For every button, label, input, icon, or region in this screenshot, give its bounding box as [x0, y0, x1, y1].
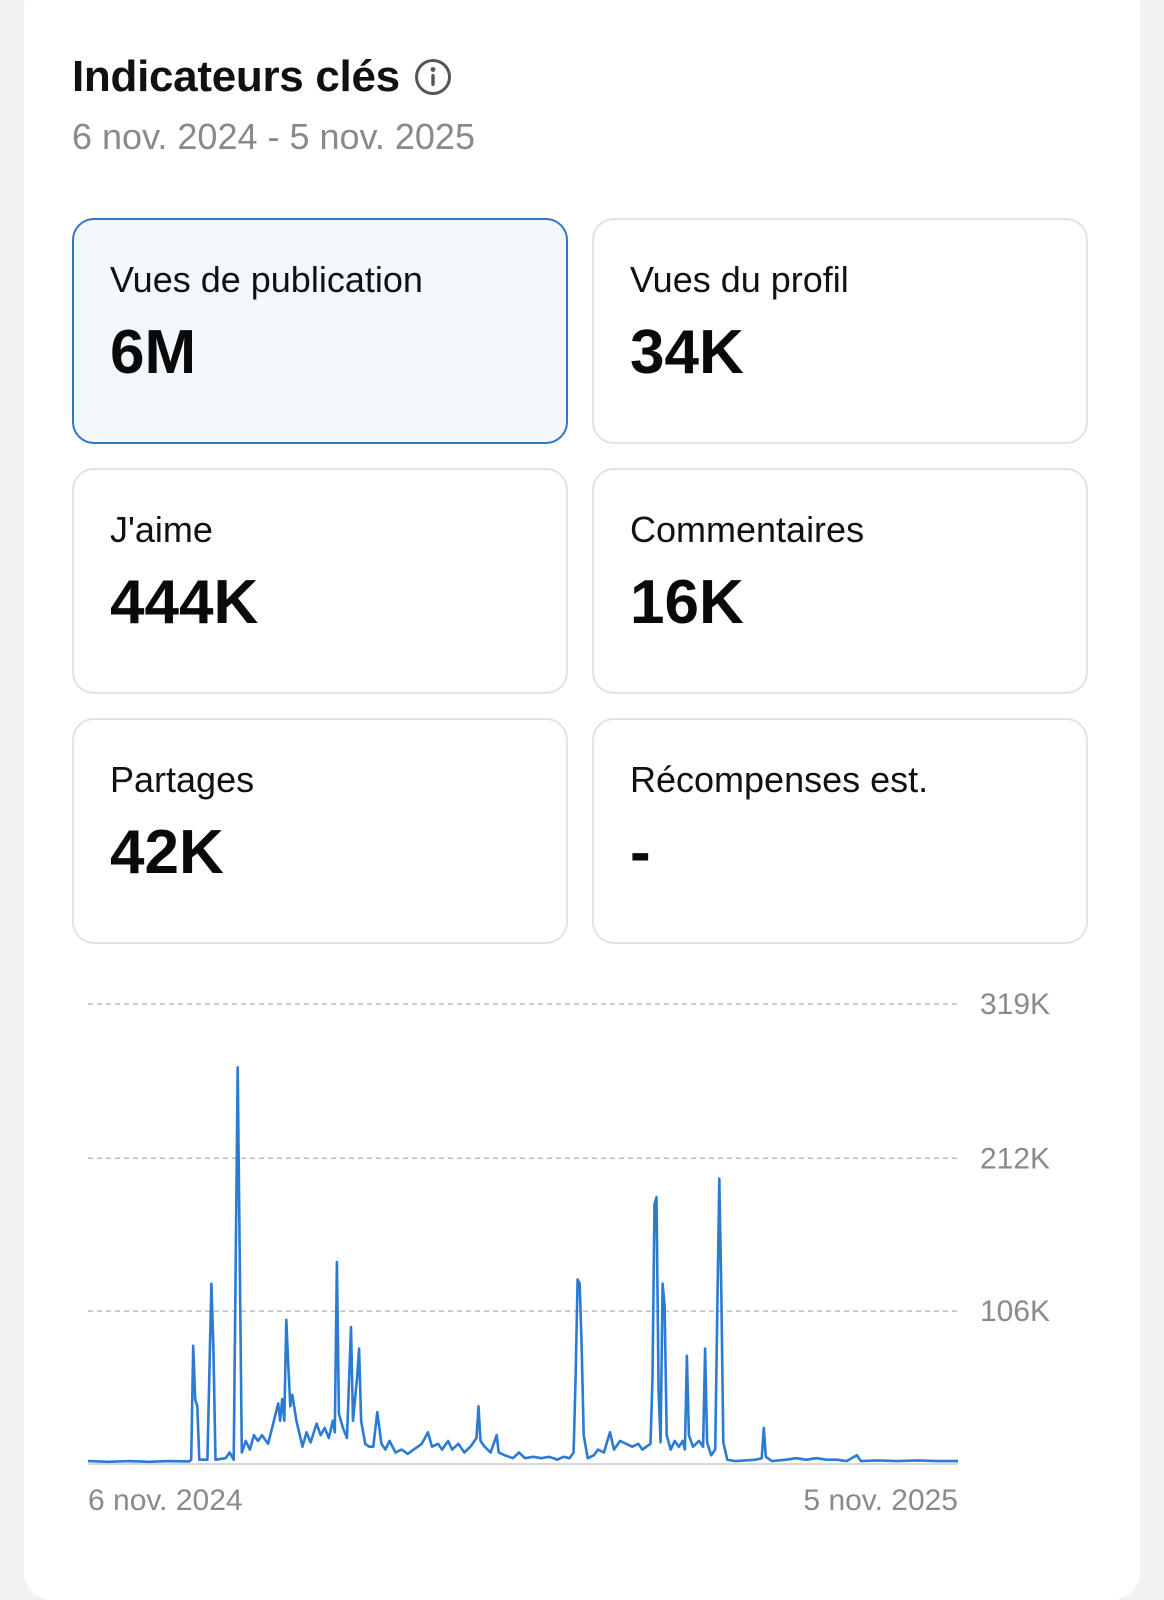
info-circle-icon[interactable] [414, 58, 452, 96]
y-tick-label: 319K [980, 990, 1050, 1021]
metric-value: 34K [630, 318, 744, 387]
date-range: 6 nov. 2024 - 5 nov. 2025 [72, 116, 475, 157]
metric-label: Vues de publication [110, 259, 423, 300]
metrics-grid: Vues de publication 6M Vues du profil 34… [72, 218, 1088, 944]
post-views-series-line [87, 1066, 958, 1464]
metric-tile-profile-views[interactable]: Vues du profil 34K [592, 218, 1088, 444]
metric-value: - [630, 818, 651, 887]
metric-label: J'aime [110, 509, 213, 550]
metric-tile-comments[interactable]: Commentaires 16K [592, 468, 1088, 694]
x-start-label: 6 nov. 2024 [88, 1484, 243, 1517]
metric-label: Vues du profil [630, 259, 849, 300]
metric-value: 42K [110, 818, 224, 887]
metric-value: 444K [110, 568, 259, 637]
metric-value: 16K [630, 568, 744, 637]
post-views-chart: 319K 212K 106K 6 nov. 2024 5 nov. 2025 [87, 990, 1050, 1517]
metric-label: Récompenses est. [630, 759, 929, 800]
y-tick-label: 212K [980, 1142, 1050, 1175]
page-title: Indicateurs clés [72, 52, 400, 101]
x-end-label: 5 nov. 2025 [803, 1484, 958, 1517]
metric-tile-likes[interactable]: J'aime 444K [72, 468, 568, 694]
y-tick-label: 106K [980, 1295, 1050, 1328]
metric-tile-post-views[interactable]: Vues de publication 6M [72, 218, 568, 444]
card-header: Indicateurs clés [72, 52, 452, 102]
metric-tile-estimated-rewards[interactable]: Récompenses est. - [592, 718, 1088, 944]
metric-value: 6M [110, 318, 197, 387]
metric-label: Commentaires [630, 509, 865, 550]
metric-label: Partages [110, 759, 255, 800]
metric-tile-shares[interactable]: Partages 42K [72, 718, 568, 944]
